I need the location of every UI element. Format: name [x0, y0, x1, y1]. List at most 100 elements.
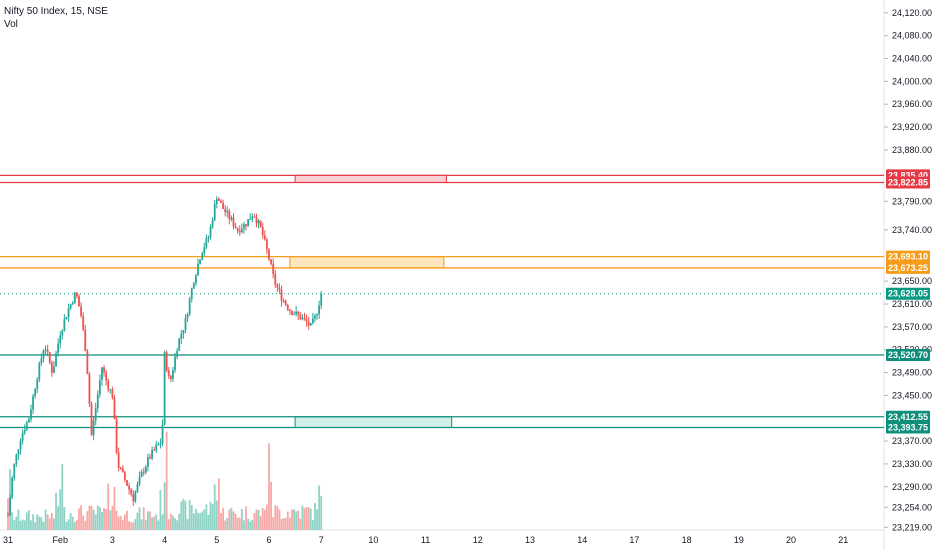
volume-bar: [124, 514, 126, 530]
candle-body: [48, 352, 51, 363]
candle-body: [144, 466, 147, 473]
time-axis[interactable]: 31 Feb 3 4 5 6 7 10 11 12 13 14 17 18 19 20 21: [3, 535, 848, 545]
volume-bar: [220, 513, 222, 530]
volume-bar: [201, 511, 204, 530]
candle-body: [78, 296, 80, 307]
candle-body: [178, 338, 181, 351]
volume-bar: [94, 514, 97, 530]
time-tick-label: 5: [214, 535, 219, 545]
candle-body: [36, 379, 39, 390]
candle-body: [86, 350, 89, 374]
candle-body: [40, 358, 43, 364]
candle-body: [228, 210, 231, 220]
candle-body: [50, 362, 53, 373]
time-tick-label: 31: [3, 535, 13, 545]
candle-body: [136, 484, 139, 492]
price-tick-label: 23,450.00: [892, 390, 932, 400]
candle-body: [65, 316, 68, 320]
volume-bar: [92, 509, 95, 530]
time-tick-label: 4: [162, 535, 167, 545]
price-tick-label: 23,219.00: [892, 522, 932, 532]
volume-bar: [215, 500, 218, 530]
candle-body: [245, 224, 247, 227]
candle-body: [96, 394, 99, 409]
candle-body: [186, 314, 189, 319]
candle-body: [288, 309, 291, 312]
volume-bar: [134, 519, 137, 530]
volume-bar: [44, 509, 47, 530]
candle-body: [238, 230, 241, 233]
volume-bar: [318, 485, 321, 530]
volume-bar: [270, 481, 272, 530]
volume-bar: [67, 519, 70, 530]
candle-body: [270, 259, 272, 264]
time-tick-label: Feb: [52, 535, 68, 545]
candle-body: [69, 304, 72, 309]
volume-bar: [297, 510, 300, 530]
candle-body: [25, 422, 28, 431]
volume-bar: [138, 507, 141, 530]
volume-bar: [101, 512, 103, 530]
candle-body: [55, 353, 57, 367]
volume-bar: [192, 513, 195, 530]
volume-bar: [121, 520, 124, 530]
candle-body: [27, 419, 30, 423]
volume-bar: [88, 505, 91, 530]
price-tag-label: 23,673.25: [888, 263, 928, 273]
candle-body: [291, 311, 293, 315]
volume-bar: [27, 510, 30, 530]
price-tick-label: 23,610.00: [892, 299, 932, 309]
candle-body: [21, 432, 24, 441]
price-tick-label: 24,040.00: [892, 54, 932, 64]
volume-bar: [71, 516, 74, 530]
candle-body: [44, 349, 47, 351]
volume-bar: [136, 512, 139, 530]
volume-bar: [272, 517, 275, 530]
price-tag-bg: [886, 176, 930, 189]
volume-bar: [199, 513, 201, 530]
candle-body: [199, 259, 201, 264]
candle-body: [121, 468, 124, 473]
volume-bar: [180, 501, 183, 530]
volume-bar: [167, 519, 170, 530]
volume-bar: [284, 517, 287, 530]
volume-bar: [21, 519, 24, 530]
candle-body: [142, 471, 145, 473]
price-tag-label: 23,520.70: [888, 350, 928, 360]
symbol-title[interactable]: Nifty 50 Index, 15, NSE: [4, 6, 108, 17]
volume-bar: [286, 511, 289, 530]
candle-body: [76, 292, 78, 297]
volume-bar: [190, 505, 193, 530]
volume-bar: [293, 509, 295, 530]
time-tick-label: 11: [421, 535, 430, 545]
volume-indicator-label[interactable]: Vol: [4, 19, 18, 30]
volume-bar: [19, 520, 22, 530]
volume-bar: [222, 507, 224, 530]
volume-bar: [111, 505, 114, 530]
candle-body: [318, 305, 321, 315]
candle-body: [226, 210, 229, 213]
volume-bar: [268, 443, 270, 530]
volume-bar: [276, 506, 279, 530]
volume-bar: [274, 505, 277, 530]
candle-body: [253, 216, 256, 218]
volume-bar: [307, 507, 310, 530]
volume-bar: [76, 520, 78, 530]
price-tag-label: 23,393.75: [888, 423, 928, 433]
candle-body: [213, 203, 216, 221]
candle-body: [132, 494, 135, 502]
volume-bar: [259, 516, 262, 530]
candle-body: [251, 216, 254, 219]
candle-body: [138, 476, 141, 485]
volume-bar: [30, 520, 32, 530]
time-tick-label: 21: [838, 535, 848, 545]
candle-body: [261, 227, 264, 236]
candle-body: [234, 226, 237, 229]
volume-bar: [176, 520, 179, 530]
candle-body: [192, 283, 195, 289]
candle-body: [113, 397, 116, 420]
volume-bar: [243, 520, 245, 530]
time-tick-label: 12: [473, 535, 483, 545]
